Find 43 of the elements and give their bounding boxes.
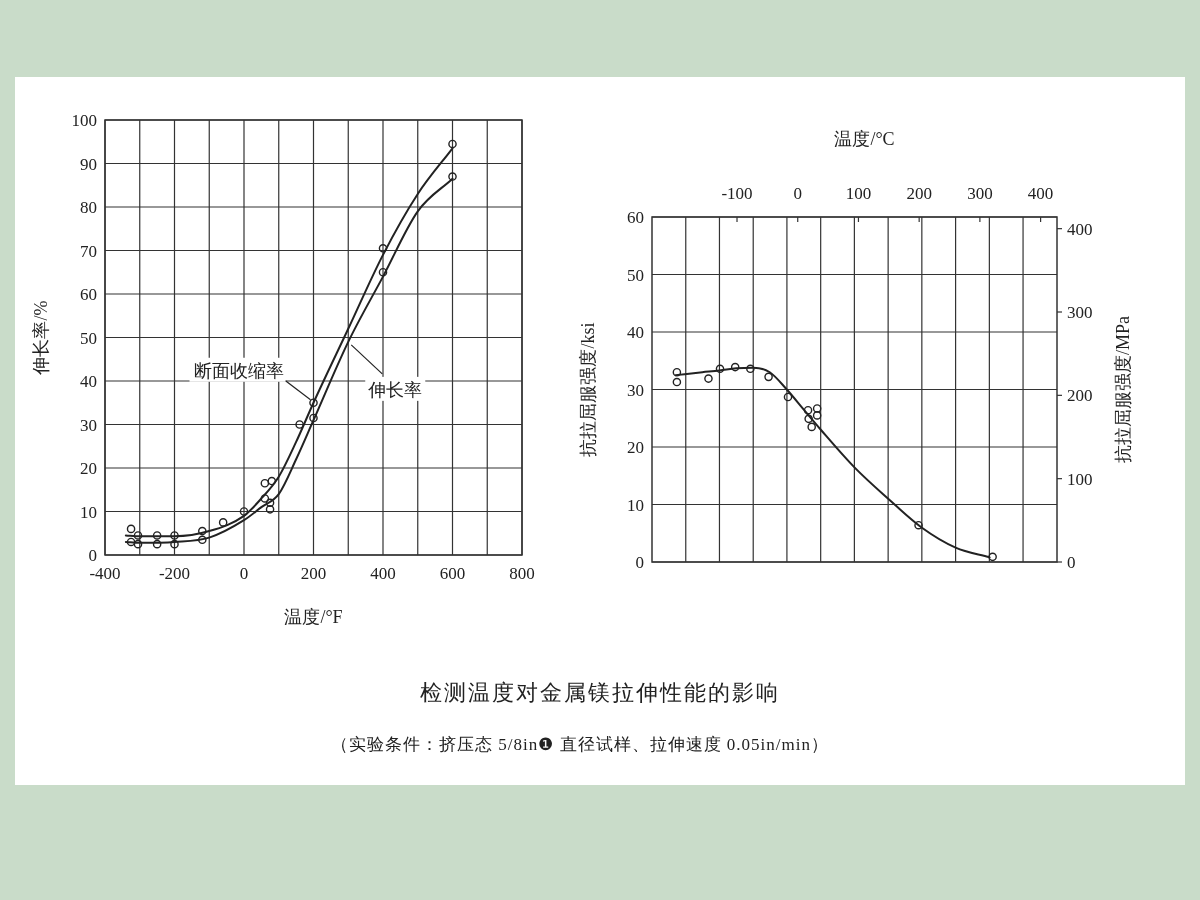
x-tick-label: 300 (967, 184, 993, 203)
y-tick-label: 70 (80, 241, 97, 261)
y-axis-title: 抗拉屈服强度/ksi (578, 322, 598, 457)
y-tick-label: 30 (627, 380, 644, 400)
x-tick-label: 400 (370, 564, 396, 583)
y2-tick-label: 100 (1067, 469, 1093, 489)
x-axis-title: 温度/°C (834, 129, 895, 149)
y-tick-label: 10 (80, 502, 97, 522)
y2-tick-label: 300 (1067, 303, 1093, 322)
y2-tick-label: 400 (1067, 219, 1093, 239)
y-tick-label: 100 (71, 111, 97, 130)
y-tick-label: 20 (80, 459, 97, 478)
y-tick-label: 90 (80, 154, 97, 174)
y-tick-label: 20 (627, 438, 644, 457)
y-tick-label: 30 (80, 415, 97, 435)
y-axis-title: 伸长率/% (31, 300, 51, 376)
x-tick-label: -100 (721, 184, 753, 203)
y-tick-label: 50 (627, 265, 644, 285)
x-tick-label: 200 (906, 184, 932, 203)
y-tick-label: 60 (627, 208, 644, 227)
x-axis-title: 温度/°F (284, 607, 343, 627)
y-tick-label: 80 (80, 198, 97, 217)
x-tick-label: 200 (300, 564, 327, 583)
y2-tick-label: 200 (1067, 386, 1093, 406)
y-tick-label: 0 (88, 546, 97, 565)
text: （实验条件：挤压态 5/8in❶ 直径试样、拉伸速度 0.05in/min） (331, 735, 829, 754)
x-tick-label: -400 (89, 564, 121, 583)
y-tick-label: 40 (80, 372, 97, 391)
x-tick-label: 400 (1027, 184, 1054, 203)
x-tick-label: 600 (439, 564, 466, 583)
x-tick-label: 100 (845, 184, 872, 203)
text: 检测温度对金属镁拉伸性能的影响 (420, 680, 780, 705)
x-tick-label: -200 (158, 564, 191, 583)
y-tick-label: 60 (80, 285, 97, 304)
text: 断面收缩率 (193, 360, 284, 381)
x-tick-label: 800 (509, 564, 535, 583)
y2-axis-title: 抗拉屈服强度/MPa (1113, 315, 1133, 464)
y-tick-label: 40 (627, 323, 644, 342)
legend-label: 伸长率 (367, 379, 423, 400)
y-tick-label: 50 (80, 328, 97, 348)
x-tick-label: 0 (793, 184, 802, 203)
x-tick-label: 0 (239, 564, 249, 583)
y-tick-label: 10 (627, 495, 644, 515)
